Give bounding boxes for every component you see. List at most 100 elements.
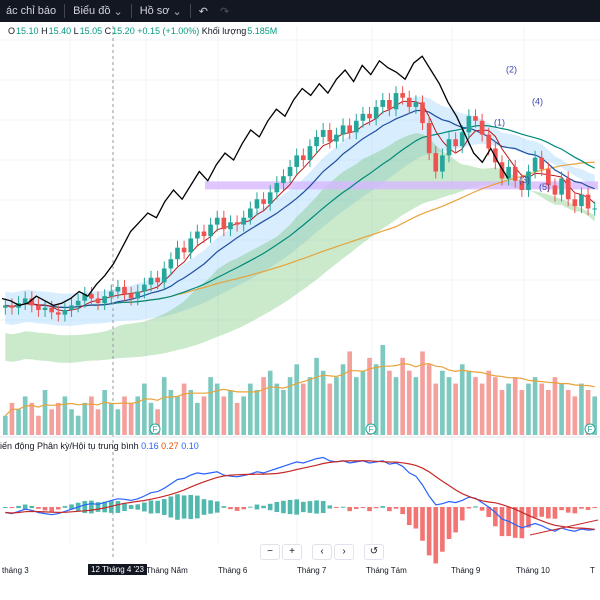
candle-body <box>387 100 392 110</box>
macd-histogram-bar <box>108 501 114 513</box>
indicator-line <box>1 55 509 307</box>
volume-bar <box>168 390 174 435</box>
volume-bar <box>499 390 505 435</box>
macd-histogram-bar <box>360 507 366 508</box>
candle-body <box>413 102 419 107</box>
undo-icon: ↶ <box>198 5 208 18</box>
volume-bar <box>393 377 399 435</box>
candle-body <box>181 247 187 253</box>
volume-bar <box>486 370 492 435</box>
macd-histogram-bar <box>29 505 35 509</box>
candle-body <box>274 183 280 193</box>
macd-histogram-bar <box>135 504 141 510</box>
close-value: 15.20 <box>112 26 135 36</box>
reset-view-button[interactable]: ↺ <box>364 544 384 560</box>
macd-histogram-bar <box>512 507 518 538</box>
macd-histogram-bar <box>195 495 200 519</box>
candle-body <box>69 305 74 310</box>
macd-histogram-bar <box>572 507 578 514</box>
candle-body <box>188 238 194 253</box>
macd-histogram-bar <box>9 507 15 509</box>
macd-histogram-bar <box>148 500 154 514</box>
candle-body <box>115 286 121 292</box>
volume-bar <box>234 402 240 435</box>
macd-histogram-bar <box>95 502 101 512</box>
volume-bar <box>459 364 465 435</box>
candle-body <box>155 277 160 283</box>
high-label: H <box>41 26 48 36</box>
macd-histogram-bar <box>446 507 452 540</box>
volume-bar <box>347 351 352 435</box>
indicators-menu[interactable]: ác chỉ báo <box>0 0 62 22</box>
volume-bar <box>161 377 167 435</box>
candle-body <box>406 97 412 107</box>
candle-body <box>267 192 273 204</box>
volume-bar <box>55 402 61 435</box>
macd-histogram-bar <box>102 501 107 513</box>
volume-bar <box>532 377 538 435</box>
x-tick-label: Tháng Năm <box>146 566 188 575</box>
zoom-in-button[interactable]: + <box>282 544 302 560</box>
candle-body <box>347 125 352 133</box>
candle-body <box>453 139 458 147</box>
macd-histogram-bar <box>546 507 551 519</box>
scroll-left-button[interactable]: ‹ <box>312 544 332 560</box>
volume-bar <box>49 409 54 435</box>
macd-histogram-bar <box>62 506 68 508</box>
volume-bar <box>334 377 339 435</box>
candle-body <box>585 194 591 209</box>
volume-bar <box>420 351 425 435</box>
volume-bar <box>426 364 432 435</box>
chart-nav-controls: − + ‹ › ↺ <box>260 544 384 560</box>
scroll-right-button[interactable]: › <box>334 544 354 560</box>
candle-body <box>353 120 359 133</box>
candle-body <box>29 298 35 306</box>
candle-body <box>546 169 551 186</box>
event-marker-label: F <box>369 425 374 434</box>
profile-menu[interactable]: Hồ sơ ⌄ <box>134 0 188 22</box>
wave-label: (5) <box>539 182 550 192</box>
volume-bar <box>267 370 273 435</box>
candle-body <box>506 166 511 179</box>
volume-bar <box>552 377 558 435</box>
volume-bar <box>592 396 598 435</box>
candle-body <box>201 231 207 237</box>
macd-histogram-bar <box>565 507 571 513</box>
macd-histogram-bar <box>267 503 273 511</box>
volume-bar <box>188 390 194 435</box>
candle-body <box>221 217 227 230</box>
candle-body <box>459 132 465 147</box>
volume-bar <box>248 383 253 435</box>
open-label: O <box>8 26 16 36</box>
volume-bar <box>9 402 15 435</box>
chevron-down-icon: ⌄ <box>113 5 123 18</box>
candle-body <box>49 307 54 313</box>
macd-histogram-bar <box>539 507 545 517</box>
zoom-out-button[interactable]: − <box>260 544 280 560</box>
indicators-label: ác chỉ báo <box>6 5 57 17</box>
macd-value-3: 0.10 <box>181 441 199 451</box>
candle-body <box>499 162 505 179</box>
macd-histogram-bar <box>532 507 538 518</box>
macd-histogram-bar <box>300 501 306 513</box>
volume-bar <box>135 396 141 435</box>
candle-body <box>446 139 452 156</box>
volume-bar <box>36 415 41 435</box>
chart-menu[interactable]: Biểu đồ ⌄ <box>67 0 129 22</box>
volume-bar <box>294 364 300 435</box>
macd-value-1: 0.16 <box>141 441 159 451</box>
volume-bar <box>102 390 107 435</box>
macd-histogram-bar <box>592 507 598 508</box>
candle-body <box>108 291 114 297</box>
macd-histogram-bar <box>327 505 333 509</box>
undo-button[interactable]: ↶ <box>193 0 214 22</box>
macd-histogram-bar <box>241 507 247 510</box>
macd-histogram-bar <box>420 507 425 541</box>
profile-menu-label: Hồ sơ <box>139 5 170 17</box>
redo-button[interactable]: ↷ <box>214 0 235 22</box>
event-marker-label: F <box>153 425 158 434</box>
macd-signal-line <box>5 460 595 530</box>
candle-body <box>241 217 247 225</box>
x-tick-label: Tháng 7 <box>297 566 327 575</box>
